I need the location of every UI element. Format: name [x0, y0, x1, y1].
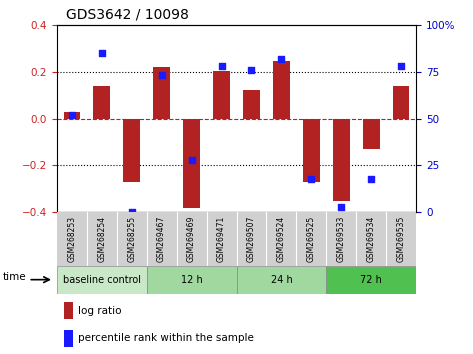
Text: GSM268255: GSM268255	[127, 216, 136, 262]
Text: percentile rank within the sample: percentile rank within the sample	[79, 333, 254, 343]
Bar	[153, 67, 170, 119]
Bar	[184, 119, 200, 208]
Text: 72 h: 72 h	[360, 275, 382, 285]
Point	[248, 67, 255, 73]
Text: GSM269524: GSM269524	[277, 216, 286, 262]
Point	[158, 73, 166, 78]
Text: time: time	[3, 272, 26, 282]
Bar	[64, 302, 73, 319]
Bar	[147, 266, 236, 294]
Point	[307, 176, 315, 182]
Text: 24 h: 24 h	[271, 275, 292, 285]
Bar	[213, 70, 230, 119]
Bar	[236, 266, 326, 294]
Bar	[63, 112, 80, 119]
Text: GSM269534: GSM269534	[367, 216, 376, 262]
Bar	[243, 90, 260, 119]
Bar	[303, 119, 320, 182]
Bar	[273, 61, 289, 119]
Point	[218, 63, 225, 69]
Point	[128, 210, 135, 215]
Bar	[64, 330, 73, 347]
Text: GSM269533: GSM269533	[337, 216, 346, 262]
Point	[98, 50, 105, 56]
Text: GSM269467: GSM269467	[157, 216, 166, 262]
Text: baseline control: baseline control	[63, 275, 140, 285]
Bar	[326, 266, 416, 294]
Point	[278, 56, 285, 61]
Text: GSM269469: GSM269469	[187, 216, 196, 262]
Text: GSM268253: GSM268253	[67, 216, 76, 262]
Point	[338, 204, 345, 210]
Bar	[363, 119, 379, 149]
Text: GDS3642 / 10098: GDS3642 / 10098	[66, 7, 189, 21]
Text: GSM269507: GSM269507	[247, 216, 256, 262]
Bar	[57, 266, 147, 294]
Bar	[333, 119, 350, 201]
Point	[397, 63, 405, 69]
Point	[188, 157, 195, 163]
Bar	[123, 119, 140, 182]
Text: GSM269471: GSM269471	[217, 216, 226, 262]
Bar	[393, 86, 410, 119]
Text: GSM269525: GSM269525	[307, 216, 316, 262]
Text: GSM269535: GSM269535	[397, 216, 406, 262]
Point	[68, 112, 76, 118]
Bar	[94, 86, 110, 119]
Text: 12 h: 12 h	[181, 275, 202, 285]
Text: log ratio: log ratio	[79, 306, 122, 316]
Point	[368, 176, 375, 182]
Text: GSM268254: GSM268254	[97, 216, 106, 262]
